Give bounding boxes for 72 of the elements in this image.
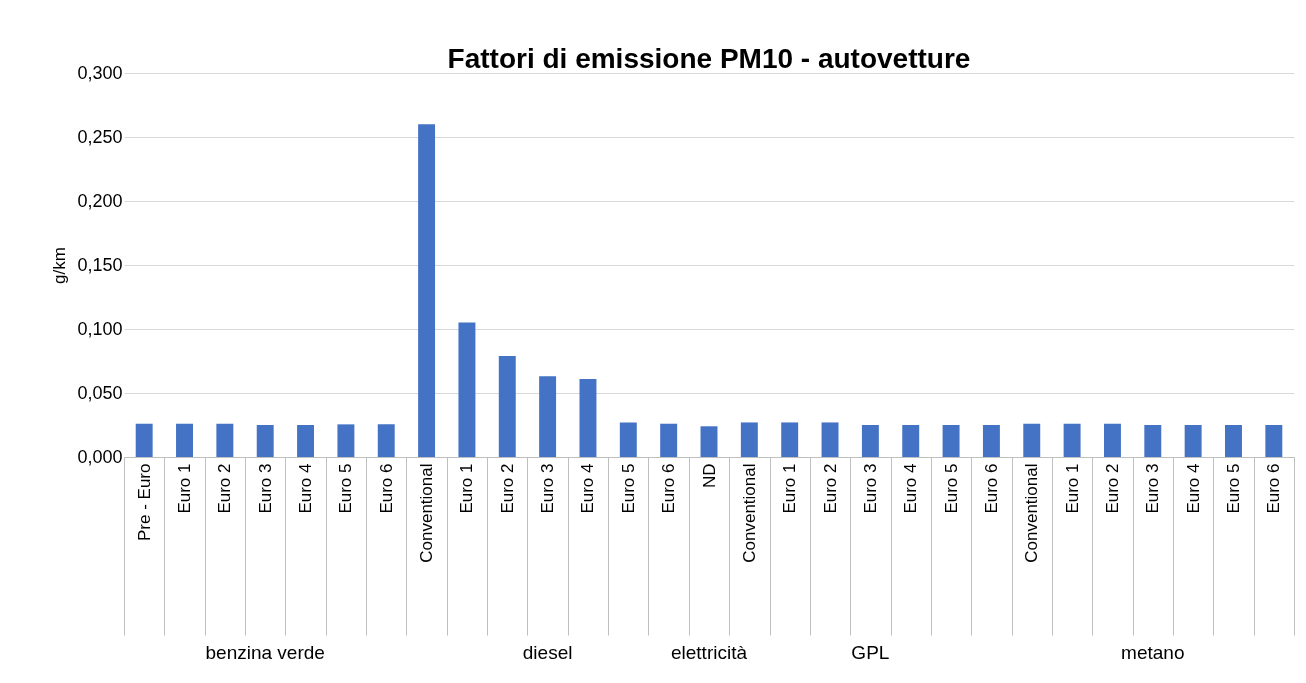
y-tick-label: 0,000	[77, 446, 123, 467]
text: benzina verde	[205, 642, 325, 663]
text: diesel	[522, 642, 573, 663]
bar	[1265, 425, 1283, 457]
x-tick-label: Euro 4	[578, 463, 598, 514]
bar	[1225, 425, 1242, 457]
x-tick-label: Conventional	[739, 463, 759, 563]
x-tick-label: Euro 4	[901, 463, 921, 514]
x-tick-label: Euro 3	[860, 463, 880, 514]
bar	[942, 425, 960, 457]
x-tick-label: Euro 4	[296, 463, 316, 514]
y-tick-label: 0,050	[77, 382, 123, 403]
x-tick-label: Euro 1	[457, 463, 477, 514]
bar	[1063, 423, 1081, 457]
x-tick-label: Euro 1	[780, 463, 800, 514]
x-tick-label: Euro 6	[981, 463, 1001, 514]
chart-title: Fattori di emissione PM10 - autovetture	[447, 43, 971, 74]
x-tick-label: Euro 1	[175, 463, 195, 514]
bar	[216, 423, 234, 457]
bar	[821, 422, 839, 457]
x-tick-label: Euro 3	[1143, 463, 1163, 514]
y-axis-title: g/km	[50, 247, 70, 284]
bar	[458, 322, 476, 457]
bar	[740, 422, 758, 457]
x-tick-label: Conventional	[1022, 463, 1042, 563]
y-tick-label: 0,200	[77, 190, 123, 211]
y-tick-label: 0,150	[77, 254, 123, 275]
x-tick-label: Euro 6	[376, 463, 396, 514]
x-tick-label: Euro 2	[1102, 463, 1122, 514]
x-tick-label: Euro 6	[659, 463, 679, 514]
x-tick-label: Conventional	[417, 463, 437, 563]
bar	[861, 425, 879, 457]
bar	[1023, 423, 1041, 457]
bar	[297, 425, 315, 457]
bar	[902, 425, 920, 457]
x-tick-label: Euro 2	[497, 463, 517, 514]
x-tick-label: ND	[699, 463, 719, 489]
y-tick-label: 0,250	[77, 126, 123, 147]
bar	[1184, 425, 1202, 457]
x-tick-label: Euro 4	[1183, 463, 1203, 514]
bar	[619, 422, 637, 457]
y-tick-label: 0,100	[77, 318, 123, 339]
bar	[377, 424, 395, 457]
bar	[418, 124, 436, 457]
bar	[539, 376, 557, 457]
bar	[700, 426, 718, 457]
x-tick-label: Euro 3	[255, 463, 275, 514]
bar	[1103, 423, 1121, 457]
bar	[579, 378, 597, 457]
y-tick-label: 0,300	[77, 62, 123, 83]
x-tick-label: Euro 5	[618, 463, 638, 514]
x-tick-label: Euro 3	[538, 463, 558, 514]
x-tick-label: Euro 6	[1264, 463, 1284, 514]
bar	[781, 422, 799, 457]
x-tick-label: Euro 2	[215, 463, 235, 514]
bar	[982, 425, 1000, 457]
x-tick-label: Euro 5	[336, 463, 356, 514]
text: GPL	[851, 642, 890, 663]
x-tick-label: Euro 2	[820, 463, 840, 514]
x-tick-label: Euro 5	[1223, 463, 1243, 514]
text: metano	[1121, 642, 1185, 663]
bar	[337, 424, 355, 457]
bar	[498, 355, 516, 457]
bar	[256, 425, 274, 457]
x-tick-label: Pre - Euro	[134, 463, 154, 541]
bar	[1144, 425, 1162, 457]
bar	[176, 423, 193, 457]
x-tick-label: Euro 1	[1062, 463, 1082, 514]
text: elettricità	[670, 642, 748, 663]
x-tick-label: Euro 5	[941, 463, 961, 514]
bar	[135, 423, 153, 457]
bar	[660, 423, 678, 457]
